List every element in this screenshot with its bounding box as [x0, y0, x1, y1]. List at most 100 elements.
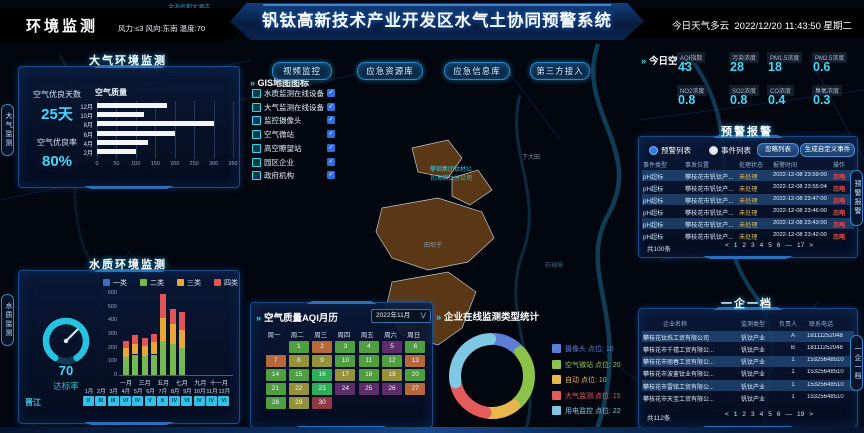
table-cell: 钒钛产业	[741, 372, 766, 379]
legend-label: 一类	[113, 280, 127, 287]
bar-category-label: 10月	[80, 114, 93, 121]
table-row: pH超标 攀枝花市钒钛产... 未处理 2022-12-08 23:43:00 忽略	[642, 218, 854, 229]
event-list-tab[interactable]: 事件列表	[721, 146, 751, 155]
bar	[97, 112, 144, 118]
page-number[interactable]: 1	[733, 411, 738, 418]
page-arrow[interactable]: >	[809, 242, 814, 249]
page-number[interactable]: 4	[759, 242, 764, 249]
table-header-cell: 报警时间	[773, 163, 798, 169]
calendar-day-cell: 15	[288, 369, 309, 381]
nav-button-2[interactable]: 应急资源库	[357, 62, 423, 80]
table-header-cell: 操作	[833, 163, 846, 169]
month-select-dropdown[interactable]: 2022年11月 ⋁	[371, 309, 431, 323]
calendar-title-row: » 空气质量AQI月历	[256, 310, 338, 324]
page-number[interactable]: 5	[768, 411, 772, 418]
gis-layer-label: 空气微站	[264, 130, 294, 140]
right-tab-enterprise[interactable]: 一企一档	[850, 335, 863, 391]
gis-layer-label: 园区企业	[264, 157, 294, 167]
page-arrow[interactable]: <	[724, 411, 729, 418]
page-number[interactable]: 4	[759, 411, 764, 418]
table-cell: 钒钛产业	[741, 397, 766, 403]
table-row: 攀枝花钛烁工贸有限公司 钒钛产业 A 18111252048	[642, 331, 854, 342]
gis-layer-checkbox[interactable]: ✓	[327, 116, 335, 125]
compliance-gauge: 70 达标率	[42, 317, 90, 391]
table-cell: 未处理	[739, 221, 758, 229]
enterprise-pagination: <1 2 3 4 5 6 — 19 >	[689, 411, 849, 418]
donut-legend-swatch	[552, 359, 561, 369]
page-number[interactable]: 3	[751, 411, 755, 418]
gis-layer-checkbox[interactable]: ✓	[327, 143, 335, 152]
page-number[interactable]: 17	[797, 242, 805, 249]
ignore-action-link[interactable]: 忽略	[833, 185, 846, 193]
today-air-title: 今日空气	[648, 56, 687, 67]
calendar-day-cell: 23	[312, 383, 333, 395]
ignore-action-link[interactable]: 忽略	[833, 221, 846, 229]
donut-legend-swatch	[552, 375, 561, 384]
calendar-day-cell: 11	[358, 355, 379, 367]
page-number[interactable]: —	[785, 411, 793, 418]
stacked-bar-segment	[169, 324, 176, 344]
calendar-day-cell: 22	[288, 383, 309, 395]
ignore-action-link[interactable]: 忽略	[833, 173, 846, 181]
page-number[interactable]: 1	[733, 242, 738, 249]
ignore-action-link[interactable]: 忽略	[833, 209, 846, 217]
legend-label: 三类	[187, 280, 201, 287]
nav-button-4[interactable]: 第三方接入	[530, 62, 590, 80]
page-number[interactable]: 3	[751, 242, 755, 249]
nav-button-3[interactable]: 应急信息库	[444, 62, 510, 80]
air-metric-value: 0.6	[813, 60, 831, 74]
donut-legend-label: 自动 点位: 10	[565, 377, 607, 384]
table-cell: 15325648510	[807, 369, 844, 376]
table-row: 攀枝花市雷铭工贸有限公... 钒钛产业 1 15325648510	[642, 380, 854, 392]
event-list-radio[interactable]	[709, 146, 718, 155]
today-weather: 今日天气多云	[672, 21, 730, 32]
stacked-bar-segment	[141, 346, 148, 356]
gis-layer-label: 大气监测在线设备	[264, 102, 324, 112]
ignore-action-link[interactable]: 忽略	[833, 233, 846, 241]
ignore-action-link[interactable]: 忽略	[833, 197, 846, 205]
right-tab-alarm[interactable]: 预警报警	[850, 170, 863, 226]
calendar-day-cell: 5	[382, 341, 402, 353]
gis-layer-checkbox[interactable]: ✓	[327, 102, 335, 111]
y-tick-label: 300	[107, 331, 117, 337]
y-tick-label: 200	[107, 344, 117, 351]
ignore-list-button[interactable]: 忽略列表	[757, 143, 799, 157]
custom-event-button[interactable]: 生成自定义事件	[800, 143, 855, 157]
table-cell: A	[790, 332, 795, 339]
page-number[interactable]: 2	[742, 242, 746, 249]
nav-button-1[interactable]: 视频监控	[272, 62, 332, 80]
grid-line	[97, 101, 98, 159]
left-tab-water-monitor[interactable]: 水质监测	[1, 294, 14, 346]
gis-menu-header: » GIS地图图标	[250, 76, 309, 89]
left-tab-air-monitor[interactable]: 大气监测	[1, 104, 14, 156]
calendar-title: 空气质量AQI月历	[263, 313, 338, 324]
page-number[interactable]: 2	[742, 411, 746, 418]
page-number[interactable]: 19	[797, 411, 805, 418]
alarm-list-radio[interactable]	[649, 146, 658, 155]
table-row: 攀枝花市天宝工贸有限公... 钒钛产业 1 15325648510	[642, 393, 854, 404]
donut-legend-label: 大气监测 点位: 15	[565, 392, 621, 400]
gis-layer-checkbox[interactable]: ✓	[327, 157, 335, 166]
stacked-bar-segment	[169, 309, 176, 325]
gis-layer-checkbox[interactable]: ✓	[327, 89, 335, 97]
legend-swatch	[140, 279, 147, 286]
gis-layer-checkbox[interactable]: ✓	[327, 130, 335, 139]
page-number[interactable]: —	[785, 242, 793, 249]
page-number[interactable]: 6	[776, 242, 781, 249]
air-metric-value: 0.4	[768, 93, 786, 107]
page-number[interactable]: 6	[776, 411, 781, 418]
gis-layer-checkbox[interactable]: ✓	[327, 171, 335, 180]
alarm-list-tab[interactable]: 预警列表	[661, 146, 691, 155]
stacked-bar-segment	[178, 347, 185, 375]
table-cell: pH超标	[643, 221, 664, 229]
page-arrow[interactable]: <	[724, 242, 729, 249]
gauge-label: 达标率	[53, 381, 79, 391]
page-number[interactable]: 5	[768, 242, 772, 249]
system-title: 钒钛高新技术产业开发区水气土协同预警系统	[262, 12, 612, 30]
page-arrow[interactable]: >	[809, 411, 814, 418]
table-cell: 2022-12-08 23:43:00	[773, 219, 827, 226]
table-header-cell: 事发位置	[685, 163, 710, 169]
month-label: 1月	[84, 389, 94, 395]
calendar-day-cell: 6	[405, 341, 426, 353]
